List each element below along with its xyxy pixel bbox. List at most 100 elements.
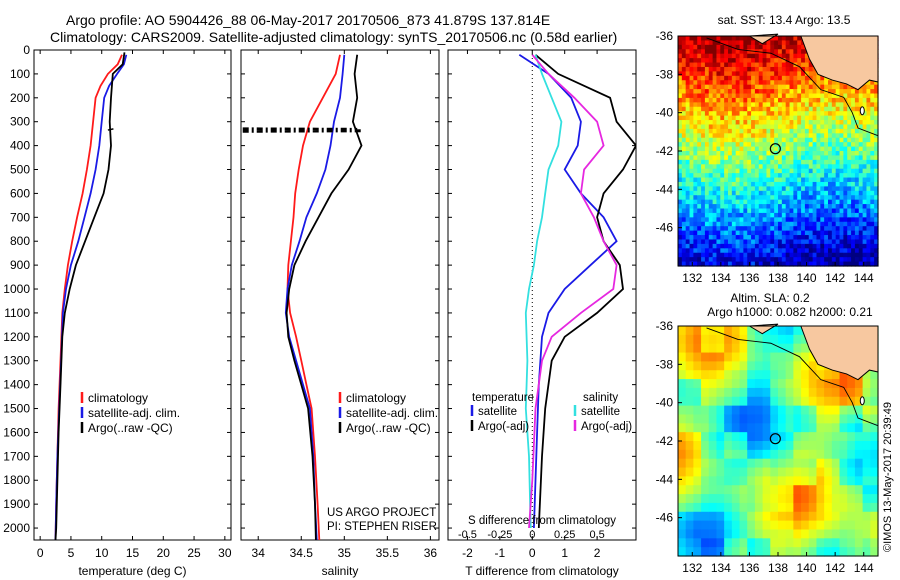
map-cell: [766, 137, 771, 143]
map-cell: [681, 115, 687, 121]
map-cell: [754, 111, 760, 117]
map-cell: [847, 414, 856, 424]
map-cell: [797, 159, 802, 165]
map-cell: [797, 252, 802, 258]
map-cell: [716, 84, 721, 90]
map-cell: [728, 36, 733, 42]
map-cell: [847, 243, 852, 249]
map-cell: [797, 40, 802, 46]
map-cell: [839, 173, 844, 179]
map-y-tick-label: -42: [656, 434, 674, 448]
map-cell: [824, 190, 829, 196]
map-cell: [708, 230, 714, 236]
map-cell: [835, 128, 841, 134]
map-cell: [824, 370, 833, 380]
map-cell: [724, 520, 733, 531]
map-cell: [758, 137, 764, 143]
map-cell: [870, 106, 875, 112]
map-cell: [701, 93, 706, 99]
map-cell: [689, 159, 694, 165]
map-cell: [720, 204, 725, 210]
map-cell: [701, 547, 710, 557]
map-cell: [785, 243, 791, 249]
map-cell: [816, 186, 821, 192]
map-cell: [824, 405, 833, 416]
map-cell: [712, 111, 718, 117]
map-cell: [720, 124, 725, 130]
map-cell: [793, 547, 802, 557]
map-cell: [693, 212, 698, 218]
map-cell: [724, 334, 733, 345]
map-cell: [693, 186, 698, 192]
map-cell: [854, 199, 860, 205]
map-cell: [778, 239, 783, 245]
map-cell: [747, 71, 752, 77]
map-cell: [762, 538, 771, 548]
y-tick-label: 1600: [3, 425, 30, 439]
map-cell: [720, 75, 725, 81]
map-cell: [701, 155, 706, 161]
map-cell: [793, 352, 802, 362]
map-cell: [835, 137, 841, 143]
map-cell: [820, 155, 825, 161]
map-cell: [689, 208, 694, 214]
map-cell: [824, 449, 833, 460]
map-cell: [681, 53, 687, 59]
map-cell: [704, 252, 710, 258]
map-cell: [816, 458, 825, 469]
map-cell: [870, 120, 875, 126]
map-cell: [831, 547, 841, 557]
map-cell: [739, 226, 744, 232]
map-cell: [801, 547, 810, 557]
map-cell: [851, 89, 856, 95]
map-cell: [839, 212, 844, 218]
map-cell: [758, 239, 764, 245]
map-cell: [839, 93, 844, 99]
map-cell: [678, 361, 687, 371]
map-cell: [685, 494, 694, 504]
map-cell: [762, 414, 771, 424]
map-cell: [770, 538, 779, 548]
map-cell: [831, 387, 841, 398]
map-cell: [866, 146, 871, 152]
map-cell: [724, 159, 729, 165]
map-cell: [778, 208, 783, 214]
map-cell: [774, 142, 779, 148]
map-cell: [839, 432, 848, 442]
map-cell: [793, 58, 798, 64]
map-cell: [739, 128, 744, 134]
map-cell: [831, 151, 837, 157]
map-cell: [685, 133, 691, 139]
map-cell: [781, 89, 787, 95]
map-cell: [762, 66, 768, 72]
map-cell: [716, 199, 721, 205]
map-cell: [720, 102, 725, 108]
map-cell: [831, 252, 837, 258]
map-cell: [735, 80, 741, 86]
map-cell: [789, 261, 794, 267]
map-cell: [693, 511, 702, 522]
map-cell: [847, 239, 852, 245]
x-tick-label: 35.5: [376, 546, 400, 560]
map-cell: [735, 146, 741, 152]
map-cell: [758, 226, 764, 232]
map-cell: [704, 102, 710, 108]
map-cell: [812, 186, 818, 192]
map-cell: [781, 164, 787, 170]
map-cell: [762, 142, 768, 148]
map-cell: [862, 133, 868, 139]
map-cell: [766, 115, 771, 121]
map-cell: [812, 204, 818, 210]
map-cell: [735, 177, 741, 183]
map-cell: [701, 239, 706, 245]
map-cell: [770, 396, 779, 407]
map-cell: [766, 257, 771, 263]
map-cell: [724, 221, 729, 227]
map-cell: [824, 547, 833, 557]
map-cell: [793, 146, 798, 152]
map-cell: [770, 405, 779, 416]
map-cell: [724, 326, 733, 336]
map-cell: [739, 89, 744, 95]
map-cell: [708, 128, 714, 134]
map-cell: [808, 93, 814, 99]
